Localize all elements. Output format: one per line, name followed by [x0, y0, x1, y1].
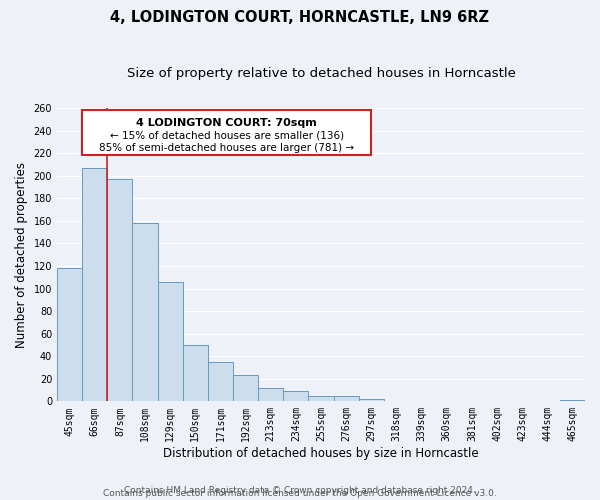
Bar — [107, 179, 133, 402]
Bar — [158, 282, 183, 402]
Text: Contains public sector information licensed under the Open Government Licence v3: Contains public sector information licen… — [103, 488, 497, 498]
Bar — [82, 168, 107, 402]
Text: ← 15% of detached houses are smaller (136): ← 15% of detached houses are smaller (13… — [110, 130, 344, 140]
FancyBboxPatch shape — [82, 110, 371, 156]
Text: 4 LODINGTON COURT: 70sqm: 4 LODINGTON COURT: 70sqm — [136, 118, 317, 128]
Text: 4, LODINGTON COURT, HORNCASTLE, LN9 6RZ: 4, LODINGTON COURT, HORNCASTLE, LN9 6RZ — [110, 10, 490, 25]
Bar — [308, 396, 334, 402]
Bar — [560, 400, 585, 402]
Bar — [258, 388, 283, 402]
X-axis label: Distribution of detached houses by size in Horncastle: Distribution of detached houses by size … — [163, 447, 479, 460]
Y-axis label: Number of detached properties: Number of detached properties — [15, 162, 28, 348]
Text: 85% of semi-detached houses are larger (781) →: 85% of semi-detached houses are larger (… — [99, 143, 355, 153]
Bar — [233, 376, 258, 402]
Bar — [57, 268, 82, 402]
Title: Size of property relative to detached houses in Horncastle: Size of property relative to detached ho… — [127, 68, 515, 80]
Text: Contains HM Land Registry data © Crown copyright and database right 2024.: Contains HM Land Registry data © Crown c… — [124, 486, 476, 495]
Bar — [334, 396, 359, 402]
Bar — [208, 362, 233, 402]
Bar — [359, 399, 384, 402]
Bar — [283, 391, 308, 402]
Bar — [183, 345, 208, 402]
Bar — [133, 223, 158, 402]
